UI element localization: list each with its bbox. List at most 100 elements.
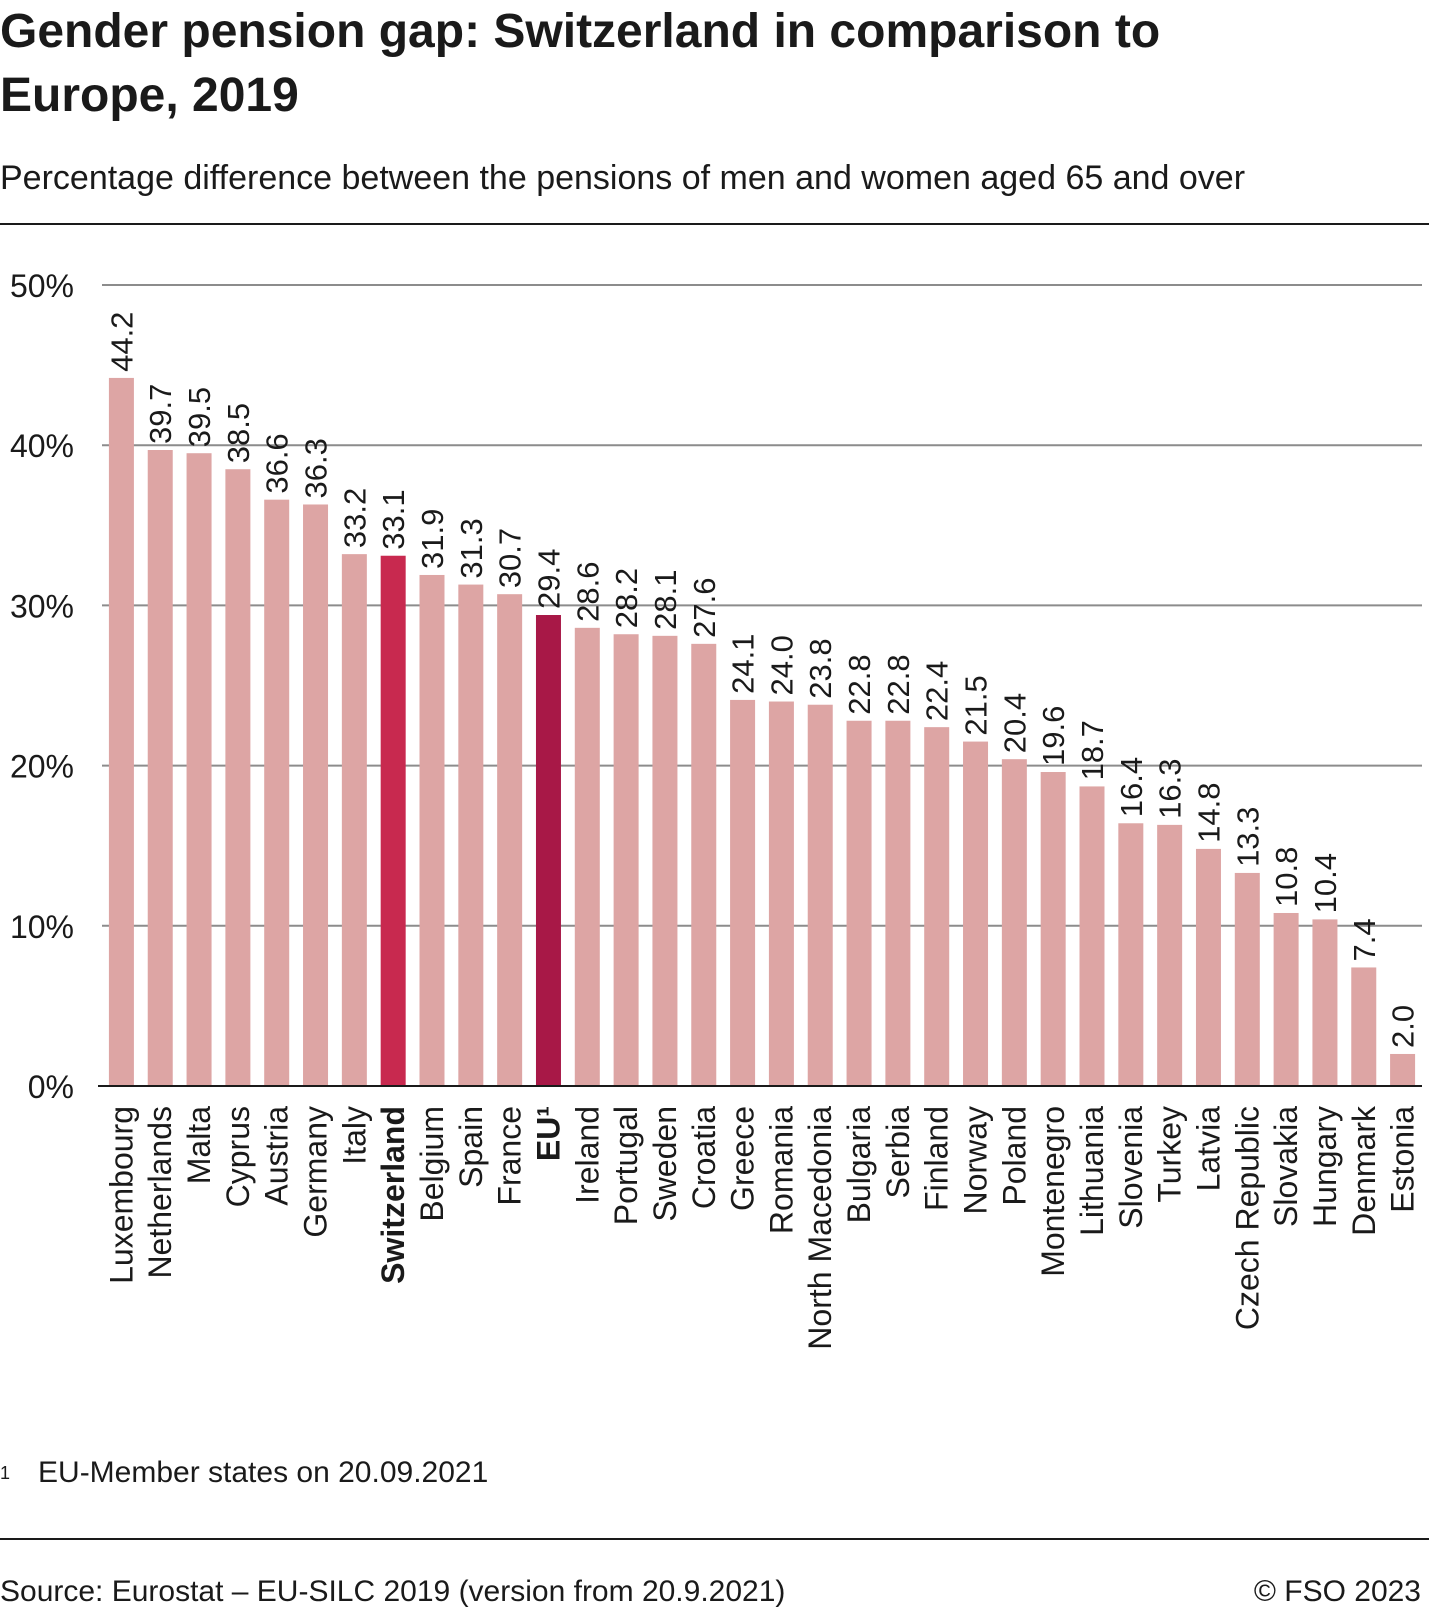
bar-value-label: 31.9 — [415, 509, 450, 569]
category-label: Finland — [919, 1106, 955, 1211]
bar — [691, 643, 717, 1086]
bar-value-label: 22.8 — [842, 654, 877, 714]
bar — [264, 499, 290, 1087]
category-label: Portugal — [608, 1106, 644, 1225]
bar-value-label: 18.7 — [1075, 720, 1110, 780]
bar — [341, 554, 367, 1086]
footnote: 1 EU-Member states on 20.09.2021 — [0, 1455, 488, 1491]
bar — [1001, 759, 1027, 1086]
bar-value-label: 33.1 — [376, 489, 411, 549]
bar — [574, 627, 600, 1086]
bar — [846, 720, 872, 1086]
bar — [303, 504, 329, 1086]
bar — [186, 453, 212, 1086]
category-label: Czech Republic — [1229, 1106, 1265, 1330]
top-divider — [0, 223, 1429, 225]
bar-value-label: 38.5 — [221, 403, 256, 463]
category-label: Serbia — [880, 1106, 916, 1199]
bar — [497, 594, 523, 1086]
category-label: Luxembourg — [103, 1106, 139, 1284]
bar — [1390, 1053, 1416, 1086]
y-tick-label: 30% — [10, 588, 74, 624]
chart-title: Gender pension gap: Switzerland in compa… — [0, 5, 1161, 122]
category-label: Romania — [763, 1106, 799, 1234]
y-tick-label: 0% — [28, 1069, 74, 1105]
category-label: Italy — [336, 1106, 372, 1165]
source-note: Source: Eurostat – EU-SILC 2019 (version… — [0, 1575, 786, 1608]
category-label: Sweden — [647, 1106, 683, 1222]
category-label: Netherlands — [142, 1106, 178, 1279]
chart-subtitle: Percentage difference between the pensio… — [0, 159, 1246, 197]
category-label: Greece — [725, 1106, 761, 1211]
bar-value-label: 13.3 — [1230, 807, 1265, 867]
bar — [1157, 824, 1183, 1086]
category-label: France — [492, 1106, 528, 1206]
bar-value-label: 44.2 — [104, 312, 139, 372]
category-label: Malta — [181, 1106, 217, 1184]
bar — [1118, 823, 1144, 1086]
bar — [535, 615, 561, 1086]
bar-value-label: 7.4 — [1347, 918, 1382, 961]
category-label: EU¹ — [530, 1106, 566, 1161]
category-label: Lithuania — [1074, 1106, 1110, 1236]
bar — [1273, 912, 1299, 1086]
bar-value-label: 36.6 — [260, 433, 295, 493]
bar — [225, 469, 251, 1086]
bar — [1312, 919, 1338, 1086]
category-label: Austria — [259, 1106, 295, 1206]
category-label: Hungary — [1307, 1106, 1343, 1227]
bar — [652, 635, 678, 1086]
category-label: North Macedonia — [802, 1106, 838, 1350]
bar — [730, 699, 756, 1086]
bars — [108, 377, 1416, 1087]
bar-value-label: 19.6 — [1036, 706, 1071, 766]
category-label: Belgium — [414, 1106, 450, 1222]
bar — [147, 450, 173, 1086]
bar — [1234, 872, 1260, 1086]
category-label: Montenegro — [1035, 1106, 1071, 1277]
bar-value-label: 23.8 — [803, 638, 838, 698]
category-label: Germany — [298, 1106, 334, 1238]
y-tick-label: 10% — [10, 909, 74, 945]
bar — [768, 701, 794, 1086]
bar — [1040, 772, 1066, 1086]
bar — [419, 574, 445, 1086]
bar-value-label: 21.5 — [959, 675, 994, 735]
category-label: Slovakia — [1268, 1106, 1304, 1227]
bar-value-label: 29.4 — [531, 549, 566, 609]
bar-value-label: 24.0 — [764, 635, 799, 695]
bar-value-label: 28.1 — [648, 569, 683, 629]
bar-value-label: 36.3 — [299, 438, 334, 498]
bar-value-label: 20.4 — [997, 693, 1032, 753]
category-label: Ireland — [569, 1106, 605, 1204]
bar-value-label: 16.3 — [1153, 759, 1188, 819]
bar-value-label: 22.4 — [920, 661, 955, 721]
category-label: Slovenia — [1113, 1106, 1149, 1229]
bar — [380, 555, 406, 1086]
bar-value-label: 28.2 — [609, 568, 644, 628]
y-tick-label: 40% — [10, 428, 74, 464]
category-label: Denmark — [1346, 1105, 1382, 1236]
bar-value-label: 16.4 — [1114, 757, 1149, 817]
bar-value-label: 39.7 — [143, 384, 178, 444]
category-label: Estonia — [1385, 1106, 1421, 1213]
y-tick-label: 50% — [10, 268, 74, 304]
bar — [807, 704, 833, 1086]
bar — [1195, 848, 1221, 1086]
bar-value-label: 28.6 — [570, 561, 605, 621]
bar — [108, 377, 134, 1086]
category-label: Spain — [453, 1106, 489, 1188]
bottom-divider — [0, 1538, 1429, 1540]
bar — [1079, 786, 1105, 1086]
bar — [613, 634, 639, 1086]
bar-chart: 0% 10% 20% 30% 40% 50% 44.239.7 39.5 38.536.6 36… — [10, 268, 1422, 1350]
bar-value-label: 31.3 — [454, 518, 489, 578]
bar-value-label: 14.8 — [1191, 783, 1226, 843]
category-label: Switzerland — [375, 1106, 411, 1284]
bar-value-label: 33.2 — [337, 488, 372, 548]
copyright: © FSO 2023 — [1253, 1575, 1421, 1608]
bar-value-label: 24.1 — [726, 634, 761, 694]
value-labels: 44.239.7 39.5 38.536.6 36.333.2 33.1 31.9 31.3… — [104, 312, 1420, 1048]
y-tick-label: 20% — [10, 749, 74, 785]
bar — [963, 741, 989, 1086]
